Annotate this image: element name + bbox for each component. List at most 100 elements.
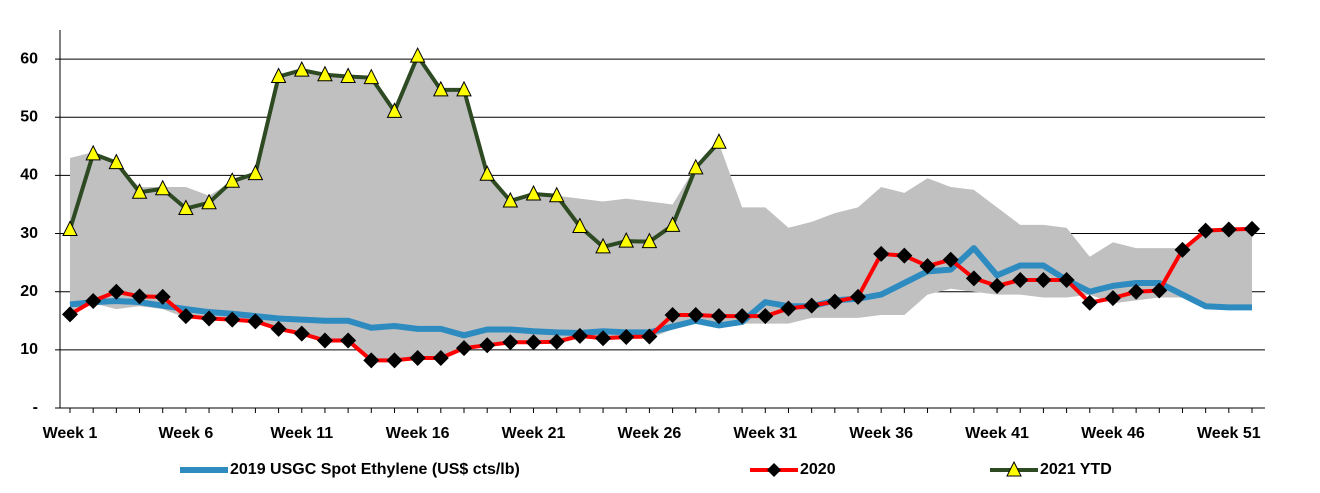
marker: [433, 80, 449, 97]
marker: [572, 217, 588, 234]
marker: [942, 251, 959, 268]
marker: [548, 186, 565, 203]
marker: [502, 334, 519, 351]
marker: [687, 306, 704, 323]
marker: [363, 68, 380, 85]
marker: [502, 191, 519, 208]
marker: [131, 183, 148, 199]
marker: [316, 332, 333, 349]
legend-marker: [767, 463, 781, 477]
marker: [456, 340, 472, 357]
marker: [1035, 272, 1052, 289]
marker: [108, 283, 125, 300]
marker: [571, 327, 588, 344]
x-tick-label: Week 31: [733, 425, 797, 442]
y-tick-label: 60: [20, 50, 38, 67]
y-tick-label: 20: [20, 283, 38, 300]
marker: [1128, 283, 1145, 300]
marker: [293, 61, 310, 77]
marker: [386, 352, 403, 369]
marker: [154, 288, 171, 305]
marker: [1174, 241, 1191, 258]
marker: [1058, 272, 1075, 289]
marker: [177, 308, 194, 325]
x-tick-label: Week 41: [965, 425, 1029, 442]
marker: [108, 153, 125, 170]
marker: [1012, 272, 1029, 289]
marker: [850, 288, 866, 305]
series-line: [69, 245, 1252, 339]
marker: [965, 270, 982, 287]
marker: [687, 158, 704, 175]
marker: [317, 65, 333, 82]
marker: [131, 288, 148, 305]
marker: [62, 306, 78, 323]
marker: [734, 308, 751, 325]
marker: [293, 325, 310, 342]
marker: [409, 47, 426, 63]
marker: [618, 231, 635, 248]
marker: [989, 277, 1006, 294]
marker: [224, 311, 241, 328]
marker: [85, 292, 102, 309]
marker: [618, 329, 635, 346]
marker: [1151, 282, 1168, 299]
legend-label: 2019 USGC Spot Ethylene (US$ cts/lb): [230, 461, 520, 478]
x-tick-label: Week 16: [386, 425, 450, 442]
marker: [1197, 222, 1214, 239]
y-tick-label: 30: [20, 225, 38, 242]
x-tick-label: Week 11: [270, 425, 333, 442]
marker: [363, 352, 380, 369]
marker: [664, 306, 681, 323]
legend-label: 2021 YTD: [1040, 461, 1112, 478]
range-band: [70, 56, 1252, 362]
marker: [896, 247, 913, 264]
marker: [780, 300, 797, 317]
marker: [595, 330, 612, 347]
marker: [641, 328, 658, 345]
marker: [247, 164, 264, 181]
marker: [803, 297, 820, 314]
marker: [247, 313, 264, 330]
marker: [201, 310, 218, 327]
x-tick-label: Week 1: [43, 425, 98, 442]
marker: [664, 216, 681, 232]
x-tick-label: Week 6: [158, 425, 213, 442]
marker: [154, 179, 171, 196]
marker: [711, 133, 727, 149]
y-tick-label: 50: [20, 108, 38, 125]
x-tick-label: Week 26: [618, 425, 682, 442]
x-tick-label: Week 21: [502, 425, 566, 442]
marker: [1220, 221, 1237, 238]
y-tick-label: 10: [20, 341, 38, 358]
marker: [826, 293, 843, 310]
marker: [525, 184, 542, 201]
legend-marker: [1006, 460, 1022, 477]
marker: [224, 172, 241, 188]
legend-label: 2020: [800, 461, 836, 478]
marker: [270, 320, 287, 337]
marker: [525, 334, 542, 351]
marker: [548, 333, 565, 350]
marker: [62, 220, 78, 236]
marker: [340, 332, 357, 349]
marker: [386, 102, 403, 118]
marker: [595, 237, 611, 254]
marker: [178, 199, 194, 216]
marker: [479, 165, 495, 181]
marker: [340, 67, 356, 84]
marker: [919, 258, 936, 275]
marker: [201, 193, 217, 210]
x-tick-label: Week 46: [1081, 425, 1145, 442]
marker: [409, 349, 426, 366]
series-line: [69, 226, 1253, 363]
marker: [456, 80, 472, 97]
marker: [641, 232, 658, 249]
y-tick-label: -: [33, 399, 38, 416]
marker: [85, 144, 101, 161]
marker: [757, 308, 774, 325]
marker: [710, 308, 727, 325]
marker: [1244, 220, 1260, 237]
x-tick-label: Week 51: [1197, 425, 1261, 442]
